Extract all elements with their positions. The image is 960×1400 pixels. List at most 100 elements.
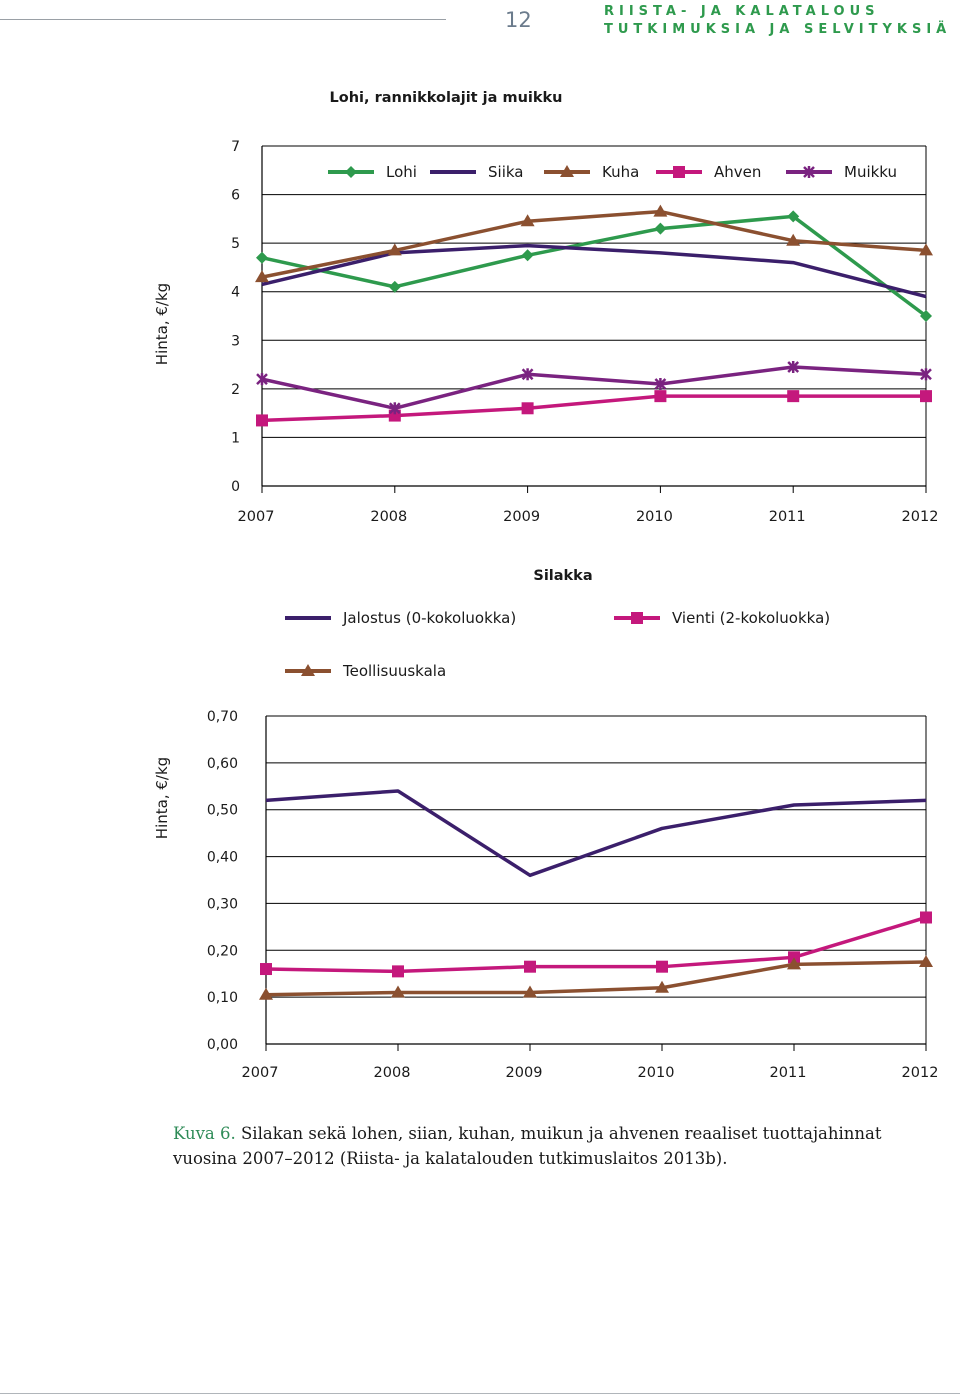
chart1-legend-ahven-marker [673, 166, 685, 178]
chart1-legend-kuha: Kuha [544, 163, 639, 181]
chart2-series-jalostus-0-kokoluokka-line [265, 789, 927, 878]
chart1-x-tick-label: 2008 [370, 509, 407, 525]
chart2-y-axis-label: Hinta, €/kg [153, 757, 171, 839]
chart1-series-lohi-point [787, 210, 800, 223]
chart2-y-tick-label: 0,70 [207, 709, 238, 725]
chart1-y-tick-label: 3 [231, 333, 240, 349]
chart1-legend-ahven-label: Ahven [714, 163, 761, 181]
chart2-series-vienti-2-kokoluokka-point [920, 911, 932, 924]
chart2-y-tick-label: 0,30 [207, 896, 238, 912]
chart1-series-ahven-point [654, 390, 667, 403]
chart2-series-vienti-2-kokoluokka-point [260, 963, 272, 976]
chart1-series-ahven-point [256, 414, 268, 427]
chart2-series-jalostus-0-kokoluokka [265, 789, 927, 878]
chart1-series-kuha-point [919, 243, 933, 256]
chart2-legend-vienti-2-kokoluokka-marker [631, 612, 643, 624]
chart2-series-teollisuuskala-point [787, 957, 801, 970]
chart1-y-tick-label: 5 [231, 236, 240, 252]
chart1-series-siika-line [261, 243, 927, 299]
chart1-series-muikku-point [388, 402, 401, 415]
chart1-y-axis-label: Hinta, €/kg [153, 283, 171, 365]
chart1-legend-ahven: Ahven [656, 163, 761, 181]
chart2-x-tick-label: 2011 [770, 1065, 807, 1081]
chart2-series-teollisuuskala-point [655, 980, 669, 993]
chart1-series-ahven [256, 390, 932, 427]
chart1-series-ahven-point [787, 390, 800, 403]
chart2-series-teollisuuskala-point [259, 987, 273, 1000]
chart2-y-tick-label: 0,50 [207, 803, 238, 819]
chart2-series-vienti-2-kokoluokka [260, 911, 932, 978]
chart1-legend-lohi: Lohi [328, 163, 417, 181]
chart2-series-teollisuuskala [259, 955, 933, 1000]
chart2-x-tick-label: 2012 [902, 1065, 939, 1081]
chart1-series-muikku-point [521, 368, 534, 381]
chart1-series-muikku-point [920, 368, 932, 381]
chart1-legend-siika: Siika [430, 163, 523, 181]
chart2-x-tick-label: 2007 [242, 1065, 279, 1081]
chart2-x-tick-label: 2009 [506, 1065, 543, 1081]
chart2-legend-jalostus-0-kokoluokka-label: Jalostus (0-kokoluokka) [342, 609, 516, 627]
figure-caption-label: Kuva 6. [173, 1124, 236, 1143]
chart1-series-muikku-point [654, 378, 667, 390]
chart1-series-kuha-point [520, 214, 535, 227]
chart1-y-tick-label: 7 [231, 139, 240, 155]
chart2-series-vienti-2-kokoluokka-line [265, 915, 927, 974]
chart-silakka: Silakka Hinta, €/kg 0,00 0,10 0,20 0,30 0,40 0,… [153, 568, 939, 1081]
chart1-series-ahven-line [261, 394, 926, 423]
chart1-y-tick-label: 1 [231, 430, 240, 446]
chart2-legend-vienti-2-kokoluokka-label: Vienti (2-kokoluokka) [672, 609, 830, 627]
chart1-series-lohi-line [261, 214, 928, 318]
chart2-x-tick-label: 2010 [638, 1065, 675, 1081]
chart1-x-tick-label: 2010 [636, 509, 673, 525]
chart1-series-siika [261, 243, 927, 299]
chart1-x-tick-label: 2009 [503, 509, 540, 525]
header-rule [0, 19, 446, 20]
chart1-legend-muikku-label: Muikku [844, 163, 897, 181]
chart1-legend-lohi-marker [345, 166, 357, 178]
footer-rule [0, 1393, 960, 1394]
chart1-y-tick-label: 6 [231, 188, 240, 204]
chart1-series-lohi-point [256, 251, 268, 264]
chart1-series-muikku-point [256, 373, 268, 386]
chart2-series-vienti-2-kokoluokka-point [392, 965, 404, 978]
chart1-y-tick-label: 2 [231, 382, 240, 398]
chart1-legend-lohi-label: Lohi [386, 163, 417, 181]
chart1-series-kuha-line [261, 209, 927, 279]
chart-lohi-rannikkolajit-muikku: Lohi, rannikkolajit ja muikku Hinta, €/kg… [153, 90, 938, 525]
chart1-series-ahven-point [521, 402, 534, 415]
chart2-y-tick-label: 0,10 [207, 990, 238, 1006]
chart1-legend-muikku: Muikku [786, 163, 897, 181]
chart2-x-tick-label: 2008 [374, 1065, 411, 1081]
publication-series-subtitle: TUTKIMUKSIA JA SELVITYKSIÄ [604, 22, 952, 37]
chart2-series-vienti-2-kokoluokka-point [656, 960, 668, 973]
chart2-legend-teollisuuskala: Teollisuuskala [285, 662, 446, 680]
chart2-y-tick-label: 0,40 [207, 850, 238, 866]
chart1-x-tick-label: 2007 [238, 509, 275, 525]
chart1-series-lohi-point [654, 222, 667, 235]
chart1-title: Lohi, rannikkolajit ja muikku [330, 90, 563, 106]
chart2-series-teollisuuskala-line [265, 960, 927, 997]
chart1-series-kuha-point [653, 204, 668, 217]
chart2-series-vienti-2-kokoluokka-point [788, 951, 800, 964]
chart1-y-tick-label: 4 [231, 285, 240, 301]
figure-caption: Kuva 6. Silakan sekä lohen, siian, kuhan… [173, 1121, 943, 1171]
chart2-series-teollisuuskala-point [523, 985, 537, 998]
chart1-series-lohi-point [521, 249, 534, 262]
chart2-title: Silakka [533, 568, 592, 584]
chart2-y-tick-label: 0,60 [207, 756, 238, 772]
chart1-series-muikku-line [261, 365, 927, 411]
chart1-series-kuha-point [786, 233, 801, 246]
chart2-series-vienti-2-kokoluokka-point [524, 960, 536, 973]
chart1-legend-kuha-marker [560, 165, 574, 177]
chart1-y-tick-label: 0 [231, 479, 240, 495]
chart1-x-tick-label: 2011 [769, 509, 806, 525]
chart1-series-muikku-point [787, 361, 800, 373]
chart1-series-kuha-point [387, 243, 402, 256]
chart1-series-lohi-point [920, 310, 932, 322]
chart2-legend-teollisuuskala-marker [301, 664, 315, 676]
chart1-series-lohi-point [388, 280, 401, 293]
chart2-legend-vienti-2-kokoluokka: Vienti (2-kokoluokka) [614, 609, 830, 627]
chart1-series-kuha [255, 204, 933, 283]
chart2-legend-jalostus-0-kokoluokka: Jalostus (0-kokoluokka) [285, 609, 516, 627]
figure-caption-text: Silakan sekä lohen, siian, kuhan, muikun… [173, 1124, 882, 1168]
